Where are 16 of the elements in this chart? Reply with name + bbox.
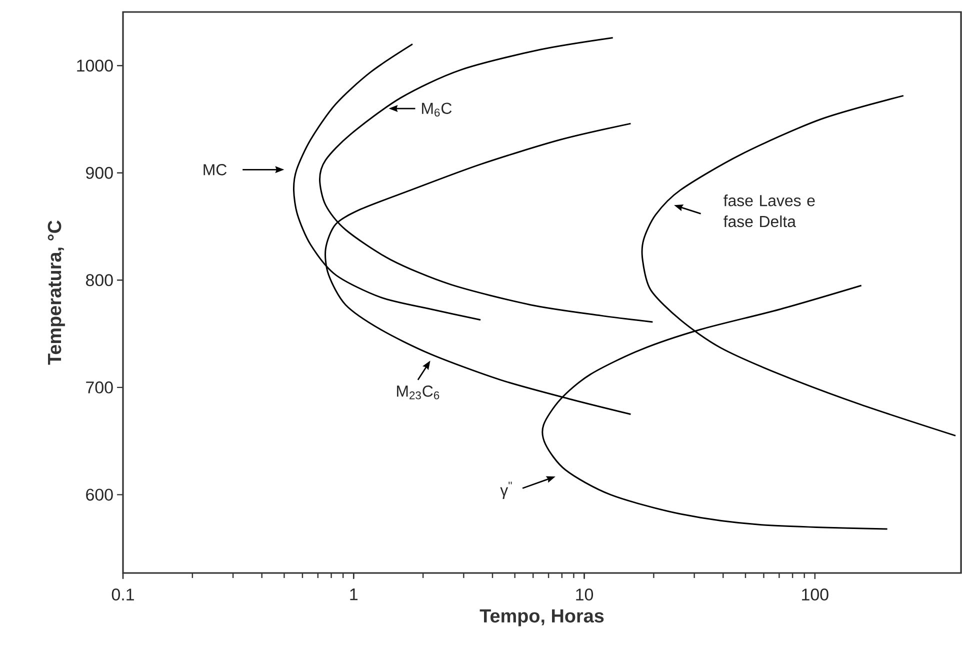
y-tick-label: 900 (86, 166, 113, 179)
annotation: M$_{23}$C$_{6}$ (397, 385, 440, 400)
y-tick-label: 800 (86, 274, 113, 286)
x-tick-label: 1 (350, 588, 358, 600)
y-tick-label: 600 (86, 488, 113, 501)
annotation: M$_{6}$C (422, 102, 452, 117)
x-tick-label: 10 (576, 588, 594, 601)
x-tick-label: 100 (802, 588, 828, 601)
annotation: fase Laves e fase Delta (724, 194, 815, 228)
annotation: γ$^{''}$ (500, 482, 512, 500)
annotation: MC (204, 164, 227, 176)
y-axis-title: Temperatura, °C (48, 220, 65, 365)
x-tick-label: 0.1 (112, 588, 134, 601)
y-tick-label: 1000 (77, 60, 113, 72)
y-tick-label: 700 (86, 381, 113, 394)
x-axis-title: Tempo, Horas (480, 609, 604, 626)
